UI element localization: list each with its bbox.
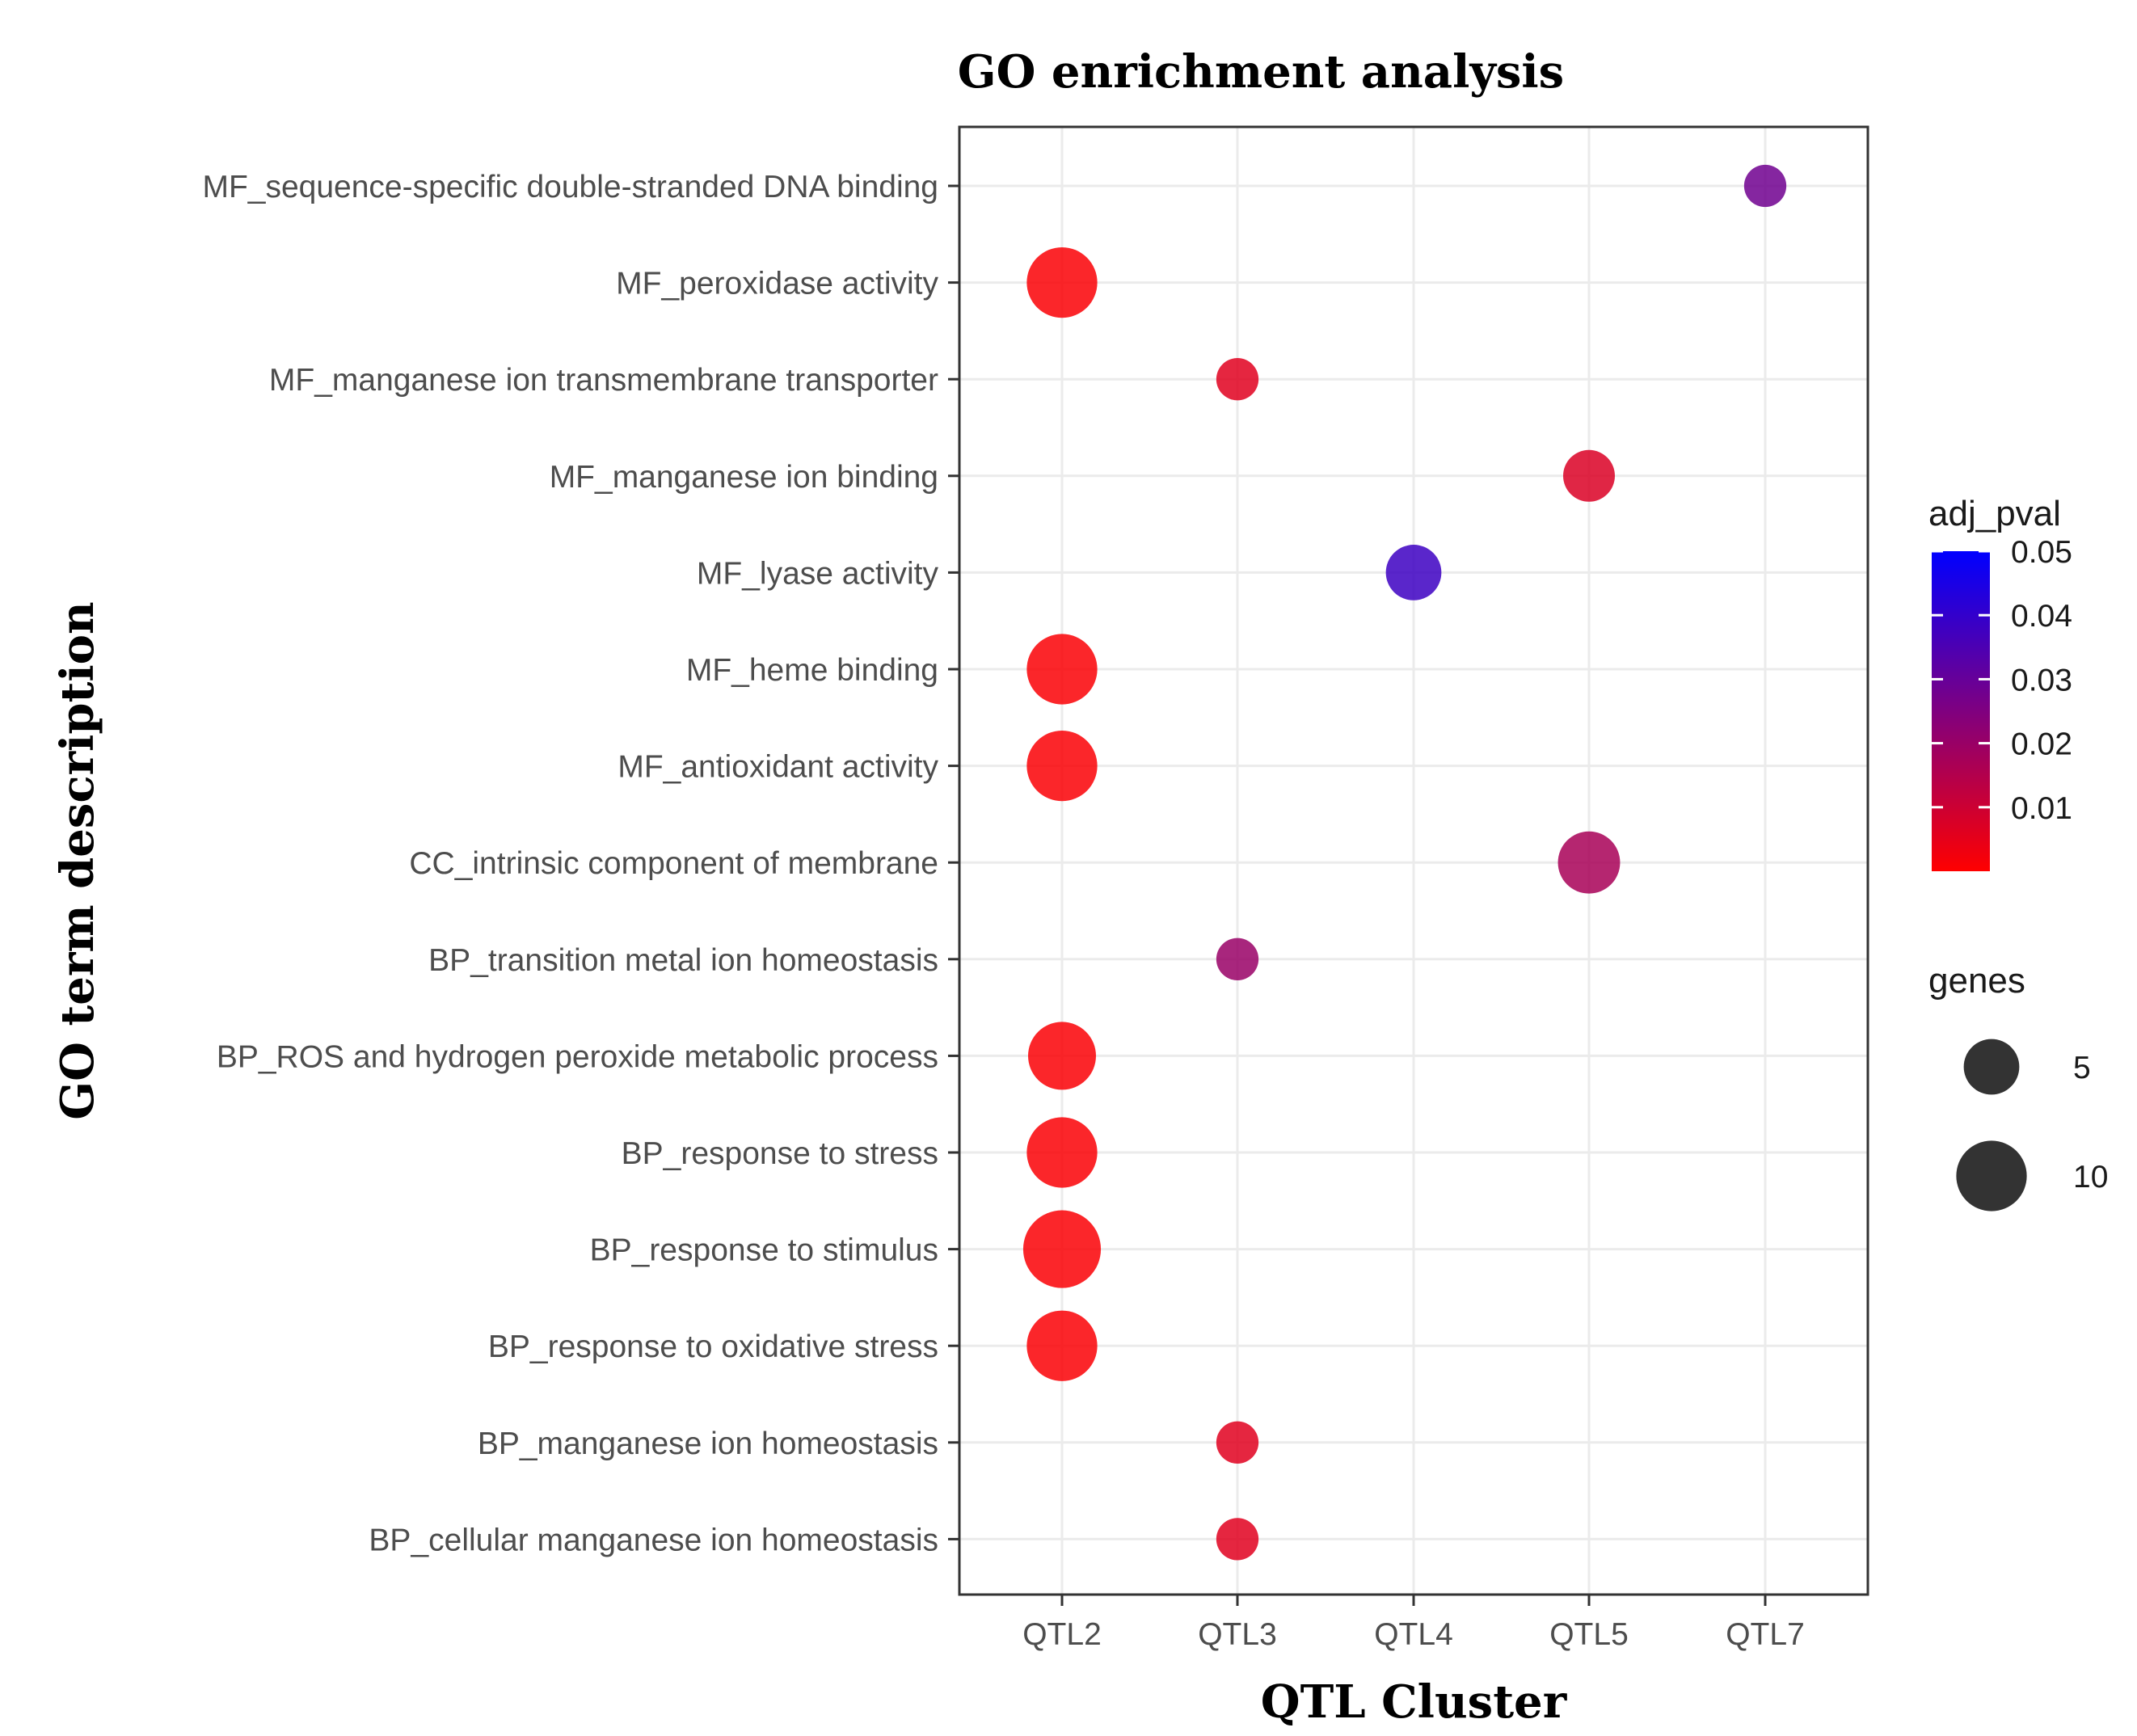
y-tick-label: BP_response to stress	[622, 1136, 938, 1171]
data-points	[1022, 164, 1787, 1561]
y-tick-label: BP_transition metal ion homeostasis	[428, 943, 938, 978]
color-legend-title: adj_pval	[1928, 494, 2061, 533]
y-axis-title: GO term description	[51, 601, 104, 1119]
y-tick-label: MF_heme binding	[686, 653, 938, 688]
size-legend-key	[1956, 1140, 2027, 1211]
x-tick-label: QTL3	[1198, 1617, 1277, 1652]
colorbar-label: 0.03	[2011, 663, 2072, 697]
colorbar-label: 0.04	[2011, 599, 2072, 634]
y-tick-label: BP_response to oxidative stress	[488, 1329, 938, 1364]
y-tick-label: MF_lyase activity	[697, 556, 939, 591]
y-axis: MF_sequence-specific double-stranded DNA…	[202, 170, 959, 1557]
grid	[959, 127, 1868, 1595]
y-tick-label: MF_manganese ion binding	[550, 460, 938, 495]
data-point	[1026, 1117, 1098, 1188]
y-tick-label: BP_manganese ion homeostasis	[478, 1426, 938, 1461]
size-legend-key	[1963, 1039, 2020, 1095]
y-tick-label: MF_manganese ion transmembrane transport…	[269, 363, 938, 398]
y-tick-label: BP_ROS and hydrogen peroxide metabolic p…	[217, 1039, 938, 1074]
data-point	[1026, 730, 1098, 802]
data-point	[1563, 449, 1615, 502]
data-point	[1026, 246, 1098, 318]
data-point	[1022, 1210, 1102, 1288]
y-tick-label: MF_antioxidant activity	[617, 750, 938, 785]
data-point	[1028, 1022, 1096, 1090]
size-legend-label: 5	[2073, 1051, 2091, 1085]
data-point	[1216, 1518, 1259, 1561]
colorbar-label: 0.05	[2011, 535, 2072, 570]
x-tick-label: QTL4	[1374, 1617, 1453, 1652]
x-tick-label: QTL7	[1726, 1617, 1805, 1652]
x-axis: QTL2 QTL3 QTL4 QTL5 QTL7	[1022, 1595, 1805, 1652]
size-legend-label: 10	[2073, 1160, 2108, 1195]
color-legend: adj_pval 0.05 0.04 0.03 0.02 0.01	[1928, 494, 2072, 871]
x-axis-title: QTL Cluster	[1261, 1675, 1568, 1729]
y-tick-label: MF_peroxidase activity	[616, 267, 938, 301]
data-point	[1385, 545, 1442, 600]
data-point	[1216, 358, 1259, 401]
y-tick-label: BP_cellular manganese ion homeostasis	[369, 1523, 938, 1557]
data-point	[1026, 1310, 1098, 1381]
data-point	[1216, 938, 1259, 980]
data-point	[1743, 164, 1787, 208]
data-point	[1557, 831, 1621, 894]
x-tick-label: QTL2	[1022, 1617, 1102, 1652]
data-point	[1216, 1421, 1259, 1464]
y-tick-label: BP_response to stimulus	[590, 1233, 938, 1268]
data-point	[1026, 634, 1098, 705]
size-legend-title: genes	[1928, 961, 2025, 1001]
colorbar-label: 0.02	[2011, 727, 2072, 762]
chart-title: GO enrichment analysis	[958, 45, 1564, 99]
colorbar-label: 0.01	[2011, 791, 2072, 826]
color-bar	[1932, 551, 1990, 871]
y-tick-label: CC_intrinsic component of membrane	[409, 846, 938, 881]
x-tick-label: QTL5	[1549, 1617, 1629, 1652]
size-legend: genes 5 10	[1928, 961, 2108, 1211]
y-tick-label: MF_sequence-specific double-stranded DNA…	[202, 170, 938, 204]
